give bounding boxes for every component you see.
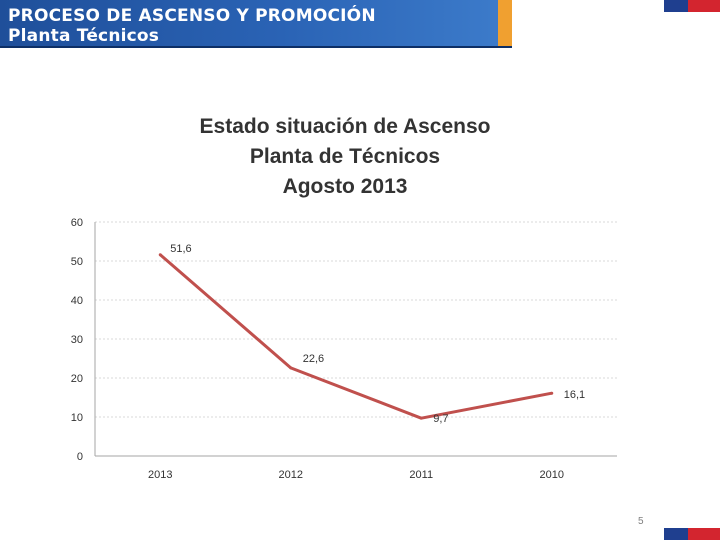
flag-logo-bottom <box>664 528 720 540</box>
chart-subtitle: Planta de Técnicos <box>249 145 441 168</box>
data-label: 9,7 <box>433 413 448 425</box>
x-tick-label: 2010 <box>540 469 564 481</box>
y-tick-label: 50 <box>71 256 83 268</box>
y-tick-label: 40 <box>71 295 83 307</box>
page-title-line1: PROCESO DE ASCENSO Y PROMOCIÓN <box>8 6 376 26</box>
y-tick-label: 30 <box>71 334 83 346</box>
page-title-line2: Planta Técnicos <box>8 26 160 46</box>
y-tick-label: 60 <box>71 217 83 229</box>
series-line <box>159 253 553 420</box>
data-label: 51,6 <box>170 243 191 255</box>
flag-logo-top <box>664 0 720 12</box>
y-tick-label: 20 <box>71 373 83 385</box>
chart-subtitle-date: Agosto 2013 <box>282 175 408 198</box>
page-title: PROCESO DE ASCENSO Y PROMOCIÓN Planta Té… <box>8 6 376 46</box>
header-accent-stripe <box>498 0 512 48</box>
x-tick-label: 2013 <box>148 469 172 481</box>
x-tick-label: 2011 <box>409 469 433 481</box>
header-banner <box>0 0 512 48</box>
chart-title: Estado situación de Ascenso <box>199 115 491 138</box>
y-tick-label: 0 <box>77 451 83 463</box>
y-tick-label: 10 <box>71 412 83 424</box>
data-label: 16,1 <box>564 389 585 401</box>
data-label: 22,6 <box>303 353 324 365</box>
header-underline <box>0 46 512 48</box>
data-point <box>158 253 162 257</box>
data-point <box>289 366 293 370</box>
data-point <box>419 416 423 420</box>
page-number: 5 <box>638 516 644 527</box>
x-tick-label: 2012 <box>279 469 303 481</box>
data-point <box>550 391 554 395</box>
